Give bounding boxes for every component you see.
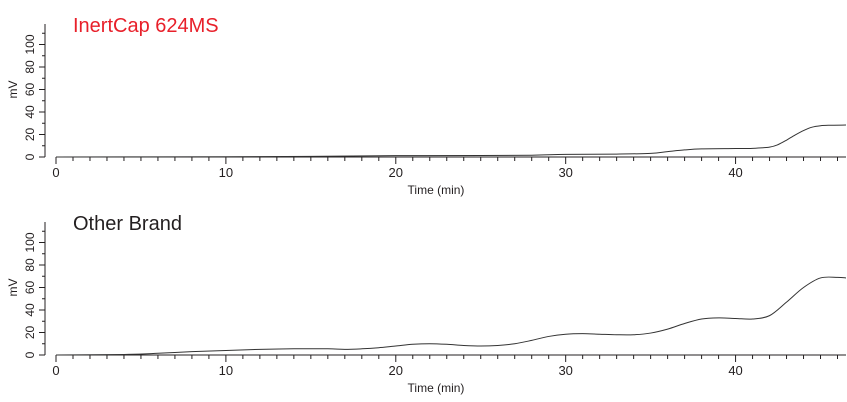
y-tick-label: 20 — [23, 128, 37, 142]
x-tick-label: 10 — [219, 363, 233, 378]
y-tick-label: 40 — [23, 303, 37, 317]
x-tick-label: 30 — [558, 165, 572, 180]
chart-panel-2: 0 10 20 30 40 Time (min) 0 20 40 60 80 100 mV Other B… — [6, 213, 847, 395]
y-tick-label: 80 — [23, 60, 37, 74]
x-tick-label: 0 — [52, 165, 59, 180]
y-tick-label: 60 — [23, 83, 37, 97]
x-axis-title: Time (min) — [408, 381, 465, 395]
y-axis-title: mV — [6, 81, 20, 99]
y-tick-label: 60 — [23, 281, 37, 295]
y-tick-label: 40 — [23, 105, 37, 119]
x-tick-label: 40 — [728, 165, 742, 180]
y-tick-label: 80 — [23, 258, 37, 272]
x-tick-label: 20 — [389, 363, 403, 378]
y-tick-label: 0 — [23, 153, 37, 160]
y-axis-title: mV — [6, 279, 20, 297]
x-tick-label: 30 — [558, 363, 572, 378]
y-tick-label: 0 — [23, 351, 37, 358]
y-tick-label: 100 — [23, 34, 37, 54]
chart-title: InertCap 624MS — [73, 15, 219, 37]
chart-panel-1: 0 10 20 30 40 Time (min) 0 20 40 60 80 100 mV InertCa… — [6, 15, 847, 197]
x-tick-label: 10 — [219, 165, 233, 180]
y-tick-label: 100 — [23, 232, 37, 252]
x-axis-title: Time (min) — [408, 183, 465, 197]
chart-title: Other Brand — [73, 213, 182, 235]
x-tick-label: 0 — [52, 363, 59, 378]
x-tick-label: 20 — [389, 165, 403, 180]
y-tick-label: 20 — [23, 326, 37, 340]
chromatogram-trace-1 — [55, 124, 847, 158]
chromatogram-trace-1 — [55, 276, 847, 356]
x-tick-label: 40 — [728, 363, 742, 378]
